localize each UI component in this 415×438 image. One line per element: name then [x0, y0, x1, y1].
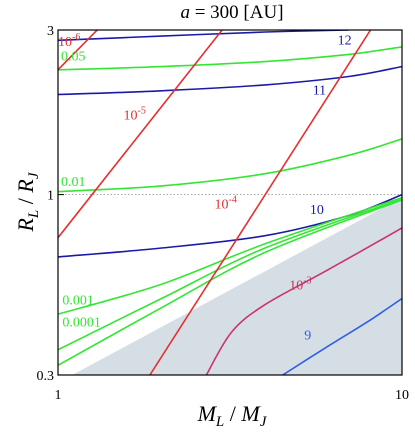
series-line-red-10-5 [58, 30, 223, 239]
x-tick-label-10: 10 [395, 388, 409, 403]
x-axis-title-den: M [240, 401, 261, 426]
series-line-green-0-01 [58, 138, 402, 193]
series-label-red-10-5: 10-5 [124, 106, 146, 124]
series-line-blue-11 [58, 65, 402, 96]
x-axis-title: ML / MJ [197, 401, 268, 430]
series-label-blue-10: 10 [310, 203, 324, 218]
y-axis-title-slash: / [13, 193, 38, 210]
series-label-blue-9: 9 [304, 329, 311, 344]
chart-title-var: a [180, 2, 190, 23]
series-label-red-10-6: 10-6 [58, 32, 80, 50]
series-line-blue-12 [58, 30, 349, 42]
x-axis-title-num: M [197, 401, 218, 426]
series-line-green-0-001 [58, 196, 402, 315]
y-tick-label-1: 1 [47, 189, 54, 204]
y-tick-label-3: 3 [47, 24, 54, 39]
plot-frame [57, 29, 403, 376]
y-axis-title-den: R [13, 179, 38, 194]
series-line-green-unlabeled-8 [58, 199, 402, 366]
series-line-green-0-0001 [58, 198, 402, 351]
series-line-red-10-4 [149, 30, 372, 375]
series-line-red-10-6 [58, 30, 98, 71]
y-axis-title: RL / RJ [13, 171, 42, 232]
series-label-green-0-05: 0.05 [61, 49, 86, 64]
x-axis-title-num-sub: L [215, 414, 224, 430]
y-axis-title-den-sub: J [26, 171, 42, 179]
series-label-red-10-3: 10-3 [289, 276, 311, 294]
y-tick-label-0-3: 0.3 [37, 369, 55, 384]
x-axis-title-slash: / [224, 401, 241, 426]
series-label-green-0-01: 0.01 [61, 175, 86, 190]
chart-title: a = 300 [AU] [180, 2, 283, 23]
series-line-red-10-3 [205, 227, 402, 375]
x-axis-title-den-sub: J [260, 414, 268, 430]
series-label-blue-12: 12 [338, 34, 352, 49]
series-label-green-0-0001: 0.0001 [62, 315, 101, 330]
y-axis-title-num-sub: L [26, 210, 42, 219]
chart-title-rest: = 300 [AU] [190, 2, 284, 23]
series-line-blue-9 [282, 297, 402, 375]
series-line-green-0-05 [58, 46, 402, 71]
y-axis-title-num: R [13, 218, 38, 233]
series-label-red-10-4: 10-4 [215, 195, 237, 213]
series-label-green-0-001: 0.001 [62, 294, 94, 309]
x-tick-label-1: 1 [55, 388, 62, 403]
shaded-region [72, 197, 402, 375]
series-label-blue-11: 11 [313, 84, 326, 99]
